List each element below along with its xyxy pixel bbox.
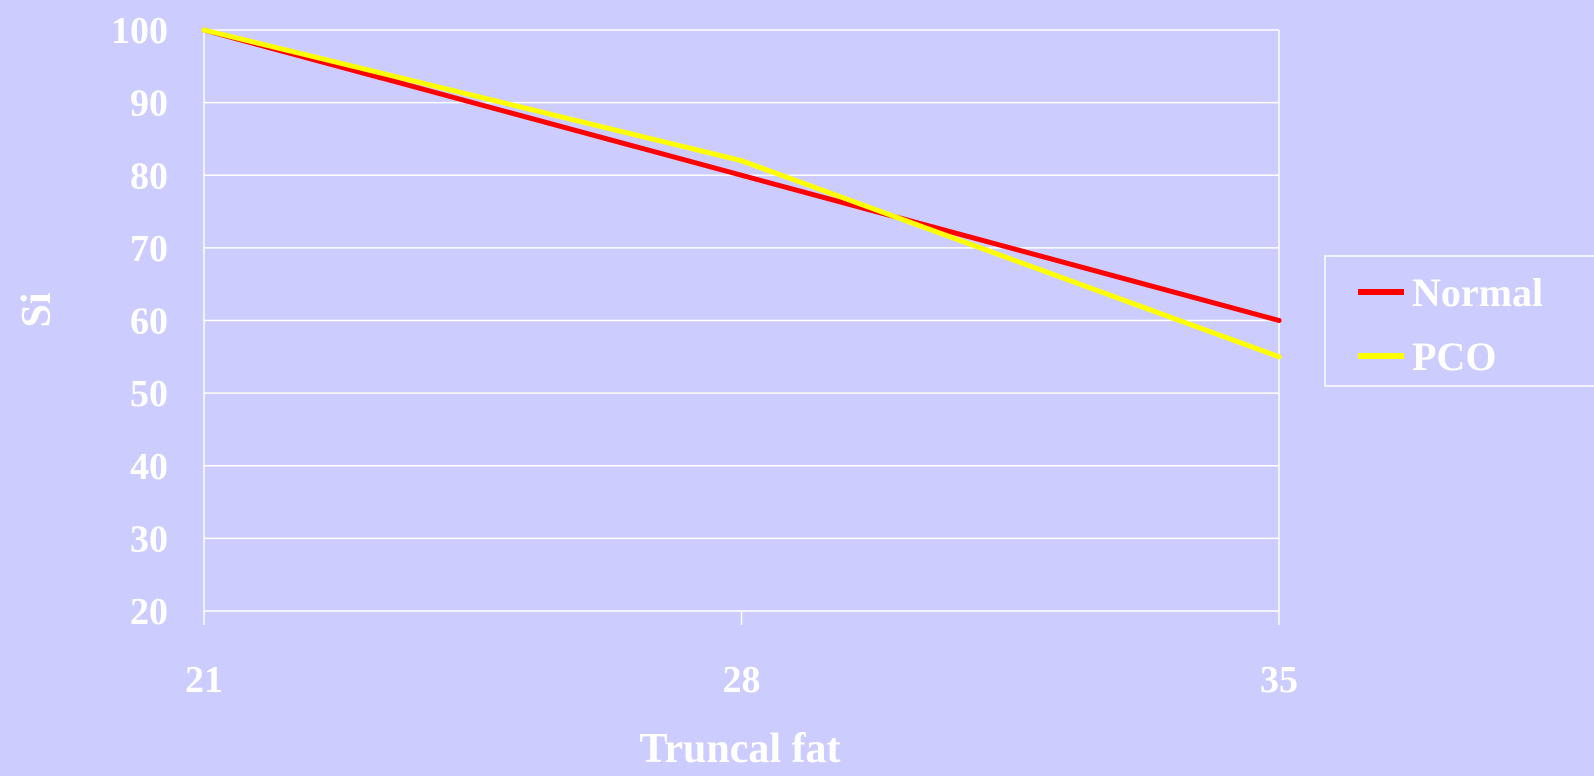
y-tick-label-30: 30 — [130, 518, 168, 560]
x-axis-title: Truncal fat — [639, 726, 840, 772]
legend-label-pco: PCO — [1412, 334, 1496, 379]
data-point-normal-35 — [1276, 318, 1282, 323]
y-tick-label-100: 100 — [111, 10, 168, 52]
data-point-pco-28 — [739, 158, 744, 164]
legend: Normal PCO — [1324, 255, 1594, 387]
y-tick-label-50: 50 — [130, 373, 168, 415]
legend-label-normal: Normal — [1412, 270, 1543, 315]
y-tick-label-40: 40 — [130, 446, 168, 488]
legend-box — [1324, 255, 1594, 387]
y-tick-label-60: 60 — [130, 301, 168, 343]
x-tick-label-28: 28 — [723, 659, 761, 701]
x-axis-ticks: 21 28 35 — [185, 611, 1298, 701]
series-line-pco — [201, 27, 1282, 360]
data-point-pco-35 — [1276, 354, 1282, 360]
gridlines — [203, 29, 1280, 612]
y-tick-label-80: 80 — [130, 155, 168, 197]
y-axis-ticks: 20 30 40 50 60 70 80 90 100 — [111, 10, 168, 633]
data-point-normal-28 — [739, 172, 744, 178]
data-point-pco-21 — [201, 27, 207, 33]
x-tick-label-35: 35 — [1260, 659, 1298, 701]
y-tick-label-90: 90 — [130, 83, 168, 125]
y-tick-label-70: 70 — [130, 228, 168, 270]
y-axis-title: Si — [14, 292, 60, 327]
series-lines — [201, 27, 1282, 360]
x-tick-label-21: 21 — [185, 659, 223, 701]
y-tick-label-20: 20 — [130, 591, 168, 633]
